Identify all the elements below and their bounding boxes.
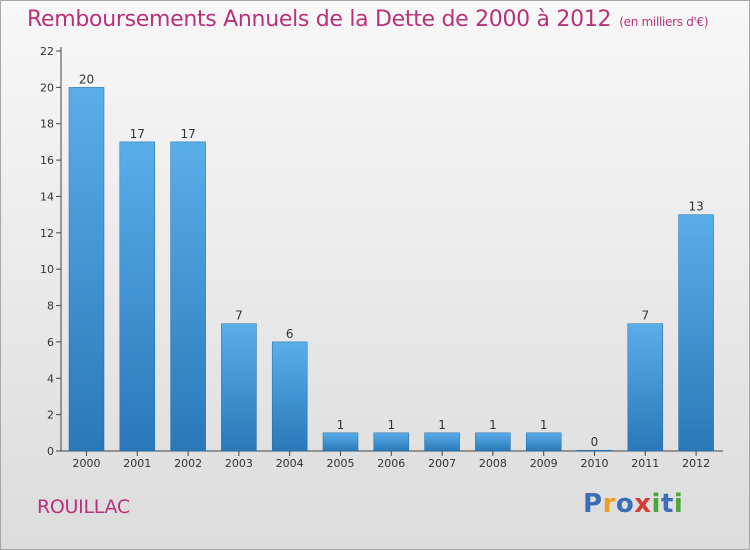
x-tick-label: 2001 bbox=[123, 457, 151, 470]
chart-title-text: Remboursements Annuels de la Dette de 20… bbox=[27, 7, 612, 32]
bar bbox=[475, 432, 511, 452]
bar bbox=[525, 432, 562, 452]
data-label: 1 bbox=[540, 418, 548, 432]
x-tick-label: 2000 bbox=[73, 457, 101, 470]
y-tick-label: 8 bbox=[47, 300, 54, 313]
x-tick-label: 2006 bbox=[377, 457, 405, 470]
y-tick-label: 10 bbox=[40, 263, 54, 276]
y-tick-label: 14 bbox=[40, 190, 54, 203]
x-tick-label: 2009 bbox=[530, 457, 558, 470]
x-axis: 2000 2001 2002 2003 2004 2005 2006 2007 2008 2009… bbox=[61, 450, 723, 470]
x-tick-label: 2002 bbox=[174, 457, 202, 470]
bar bbox=[576, 449, 613, 452]
x-tick-label: 2005 bbox=[327, 457, 355, 470]
proxiti-logo: Proxiti bbox=[583, 489, 683, 519]
y-tick-label: 2 bbox=[47, 409, 54, 422]
x-tick-label: 2007 bbox=[428, 457, 456, 470]
bar bbox=[373, 432, 410, 452]
data-label: 17 bbox=[180, 127, 195, 141]
y-tick-label: 4 bbox=[47, 372, 54, 385]
bar bbox=[322, 432, 359, 452]
logo-letter: i bbox=[651, 489, 661, 519]
x-tick-label: 2010 bbox=[581, 457, 609, 470]
data-label: 1 bbox=[489, 418, 497, 432]
data-label: 7 bbox=[641, 309, 649, 323]
data-labels: 20 17 17 7 6 1 1 1 1 1 0 7 13 bbox=[79, 72, 704, 449]
bar bbox=[627, 323, 664, 452]
data-label: 1 bbox=[337, 418, 345, 432]
y-tick-label: 20 bbox=[40, 81, 54, 94]
logo-letter: x bbox=[634, 489, 652, 519]
y-tick-label: 18 bbox=[40, 118, 54, 131]
x-tick-label: 2012 bbox=[682, 457, 710, 470]
data-label: 20 bbox=[79, 72, 94, 86]
bar bbox=[68, 87, 105, 452]
commune-name: ROUILLAC bbox=[37, 496, 130, 518]
y-axis: 0 2 4 6 8 10 12 14 16 18 20 22 bbox=[40, 45, 62, 458]
data-label: 7 bbox=[235, 309, 243, 323]
x-tick-label: 2011 bbox=[631, 457, 659, 470]
data-label: 1 bbox=[438, 418, 446, 432]
logo-letter: P bbox=[583, 489, 603, 519]
chart-title: Remboursements Annuels de la Dette de 20… bbox=[27, 7, 709, 32]
bar bbox=[678, 214, 714, 452]
data-label: 6 bbox=[286, 327, 294, 341]
data-label: 1 bbox=[387, 418, 395, 432]
data-label: 13 bbox=[688, 200, 703, 214]
y-tick-label: 6 bbox=[47, 336, 54, 349]
logo-letter: r bbox=[602, 489, 616, 519]
bar bbox=[170, 141, 206, 452]
bar bbox=[221, 323, 257, 452]
y-tick-label: 0 bbox=[47, 445, 54, 458]
logo-letter: i bbox=[673, 489, 684, 519]
y-tick-label: 16 bbox=[40, 154, 54, 167]
y-tick-label: 12 bbox=[40, 227, 54, 240]
x-tick-label: 2003 bbox=[225, 457, 253, 470]
bar bbox=[271, 341, 308, 452]
chart-unit-label: (en milliers d'€) bbox=[619, 15, 709, 29]
x-tick-label: 2004 bbox=[276, 457, 304, 470]
logo-letter: t bbox=[660, 489, 674, 519]
data-label: 17 bbox=[130, 127, 145, 141]
data-label: 0 bbox=[591, 435, 599, 449]
bar bbox=[424, 432, 460, 452]
x-tick-label: 2008 bbox=[479, 457, 507, 470]
bars bbox=[68, 87, 714, 452]
bar bbox=[119, 141, 156, 452]
logo-letter: o bbox=[615, 489, 635, 519]
y-tick-label: 22 bbox=[40, 45, 54, 58]
